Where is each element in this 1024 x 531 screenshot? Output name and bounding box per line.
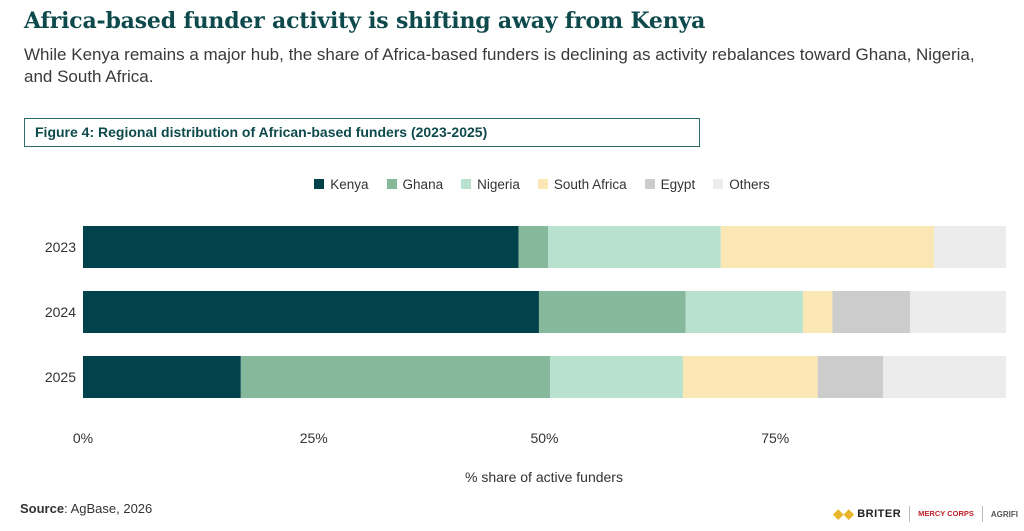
source-note: Source: AgBase, 2026 [20, 501, 152, 516]
partner-logos: ◆◆ BRITER MERCY CORPS AGRIFI [833, 505, 1018, 523]
page-title: Africa-based funder activity is shifting… [24, 8, 706, 34]
x-tick-label: 50% [530, 430, 558, 446]
x-tick-label: 25% [300, 430, 328, 446]
legend-item-nigeria: Nigeria [461, 175, 520, 193]
page-subtitle: While Kenya remains a major hub, the sha… [24, 45, 975, 86]
x-tick-label: 0% [73, 430, 93, 446]
bar-segment-kenya-2023 [83, 226, 519, 268]
source-text: : AgBase, 2026 [64, 501, 153, 516]
bar-segment-egypt-2024 [832, 291, 911, 333]
legend-swatch [386, 179, 397, 189]
figure-title: Figure 4: Regional distribution of Afric… [24, 118, 700, 147]
bar-segment-ghana-2025 [240, 356, 551, 398]
bar-segment-nigeria-2024 [685, 291, 803, 333]
logo-divider [981, 506, 983, 522]
bar-segment-nigeria-2023 [548, 226, 721, 268]
bar-segment-kenya-2024 [83, 291, 539, 333]
mercy-corps-logo: MERCY CORPS [918, 509, 974, 518]
briter-logo: ◆◆ BRITER [833, 506, 901, 522]
legend-swatch [314, 179, 325, 189]
chart-legend: Kenya Ghana Nigeria South Africa Egypt Others [0, 175, 1024, 193]
legend-label: South Africa [553, 176, 627, 192]
bar-segment-others-2025 [883, 356, 1006, 398]
x-tick-label: 75% [761, 430, 789, 446]
bar-segment-egypt-2025 [817, 356, 884, 398]
y-tick-label: 2023 [45, 239, 76, 255]
logo-divider [909, 506, 911, 522]
bar-segment-ghana-2024 [538, 291, 686, 333]
legend-label: Kenya [330, 176, 369, 192]
bar-segment-south-africa-2025 [682, 356, 818, 398]
legend-swatch [713, 179, 724, 189]
legend-item-others: Others [713, 175, 770, 193]
legend-item-ghana: Ghana [386, 175, 444, 193]
briter-logo-text: BRITER [857, 508, 902, 520]
legend-item-egypt: Egypt [644, 175, 696, 193]
bar-segment-others-2023 [934, 226, 1006, 268]
bar-segment-kenya-2025 [83, 356, 241, 398]
legend-label: Nigeria [477, 176, 520, 192]
bar-segment-nigeria-2025 [550, 356, 683, 398]
legend-swatch [537, 179, 548, 189]
bar-segment-south-africa-2023 [720, 226, 935, 268]
bar-segment-south-africa-2024 [802, 291, 833, 333]
bar-segment-others-2024 [910, 291, 1006, 333]
legend-item-south-africa: South Africa [537, 175, 627, 193]
briter-mark-icon: ◆◆ [833, 506, 855, 521]
bar-segment-ghana-2023 [518, 226, 549, 268]
legend-swatch [644, 179, 655, 189]
agrifi-logo: AGRIFI [990, 509, 1018, 519]
y-tick-label: 2024 [45, 304, 76, 320]
legend-item-kenya: Kenya [314, 175, 369, 193]
legend-label: Others [729, 176, 770, 192]
legend-label: Egypt [660, 176, 696, 192]
y-tick-label: 2025 [45, 369, 76, 385]
x-axis-label: % share of active funders [465, 469, 623, 485]
source-label: Source [20, 501, 65, 516]
legend-swatch [461, 179, 472, 189]
legend-label: Ghana [402, 176, 444, 192]
